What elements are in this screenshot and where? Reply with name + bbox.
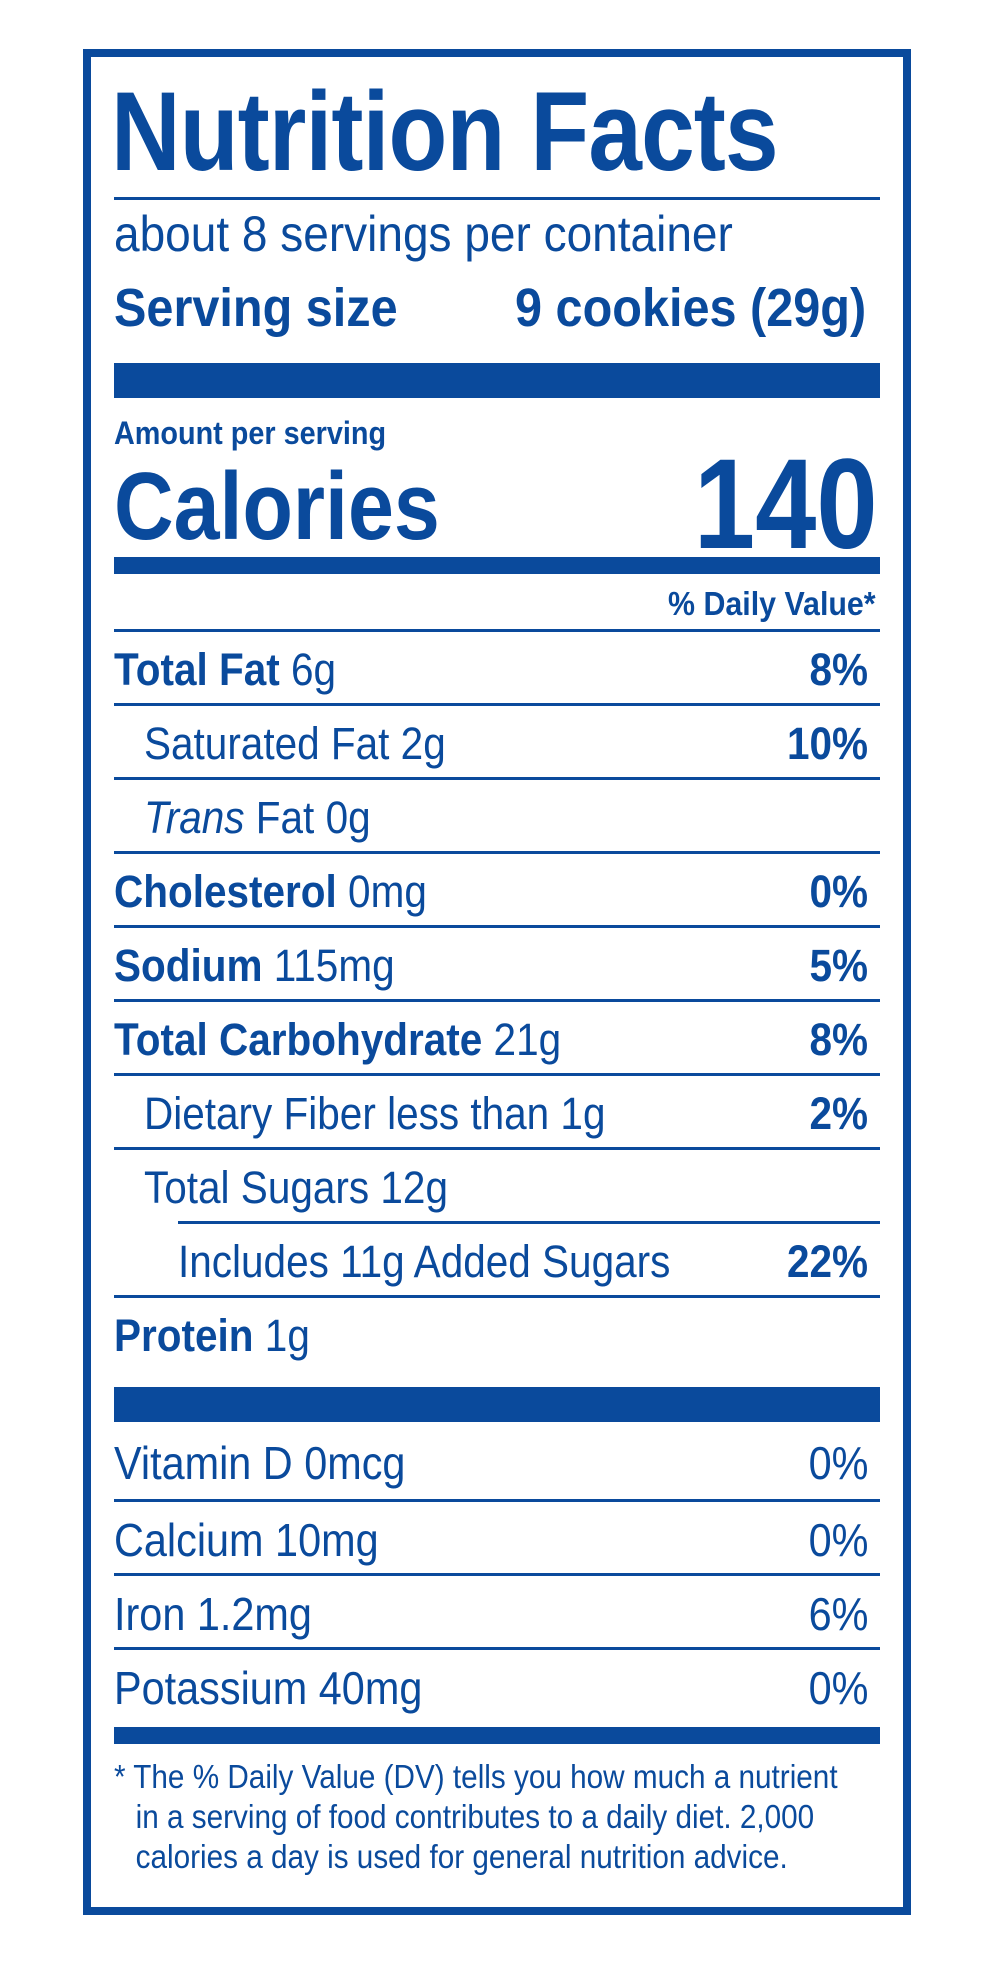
nutrient-dv: 8% xyxy=(809,1014,868,1065)
row-divider xyxy=(114,1647,880,1650)
row-divider xyxy=(178,1221,880,1224)
nutrient-label: Protein 1g xyxy=(114,1310,310,1362)
nutrient-amount: 1g xyxy=(264,1310,310,1361)
row-divider xyxy=(114,777,880,780)
nutrient-label: Total Carbohydrate 21g xyxy=(114,1014,561,1066)
nutrient-amount: 12g xyxy=(380,1162,448,1213)
nutrient-label: Saturated Fat 2g xyxy=(144,718,446,770)
nutrient-dv: 0% xyxy=(808,1514,868,1566)
nutrient-name: Includes 11g Added Sugars xyxy=(178,1236,671,1287)
label-title: Nutrition Facts xyxy=(111,69,779,194)
nutrient-name: Protein xyxy=(114,1310,254,1361)
amount-per-serving: Amount per serving xyxy=(114,415,387,451)
nutrient-amount: 0g xyxy=(325,792,371,843)
row-divider xyxy=(114,703,880,706)
nutrient-label: Vitamin D 0mcg xyxy=(114,1436,405,1490)
nutrient-dv: 6% xyxy=(808,1588,868,1640)
thick-divider-vitamins xyxy=(114,1387,880,1422)
nutrient-name: Dietary Fiber xyxy=(144,1088,376,1139)
nutrient-label: Calcium 10mg xyxy=(114,1513,379,1567)
nutrient-label: Sodium 115mg xyxy=(114,940,395,992)
nutrient-label: Cholesterol 0mg xyxy=(114,866,427,918)
nutrition-facts-label: Nutrition Facts about 8 servings per con… xyxy=(83,49,911,1915)
nutrient-name: Potassium xyxy=(114,1662,308,1714)
nutrient-dv: 5% xyxy=(809,940,868,991)
nutrient-row-protein: Protein 1g xyxy=(114,1298,880,1372)
footnote-line: calories a day is used for general nutri… xyxy=(135,1838,788,1875)
nutrient-name-italic: Trans xyxy=(144,792,245,843)
nutrient-amount: 1.2mg xyxy=(196,1588,312,1640)
nutrient-name: Total Carbohydrate xyxy=(114,1014,483,1065)
nutrient-name: Cholesterol xyxy=(114,866,337,917)
row-divider xyxy=(114,999,880,1002)
vitamin-row-iron: Iron 1.2mg 6% xyxy=(114,1576,880,1650)
nutrient-label: Dietary Fiber less than 1g xyxy=(144,1088,605,1140)
nutrient-row-total-carbohydrate: Total Carbohydrate 21g 8% xyxy=(114,1002,880,1076)
calories-divider xyxy=(114,557,880,574)
nutrient-row-total-sugars: Total Sugars 12g xyxy=(114,1150,880,1224)
row-divider xyxy=(114,1295,880,1298)
nutrient-row-dietary-fiber: Dietary Fiber less than 1g 2% xyxy=(114,1076,880,1150)
nutrient-amount: 6g xyxy=(291,644,337,695)
nutrient-amount: 21g xyxy=(493,1014,562,1065)
nutrient-name: Vitamin D xyxy=(114,1437,293,1489)
nutrient-label: Trans Fat 0g xyxy=(144,792,371,844)
nutrient-label: Total Fat 6g xyxy=(114,644,336,696)
footnote-divider xyxy=(114,1727,880,1744)
row-divider xyxy=(114,1499,880,1502)
nutrient-amount: 2g xyxy=(400,718,446,769)
row-divider xyxy=(114,925,880,928)
nutrient-row-trans-fat: Trans Fat 0g xyxy=(114,780,880,854)
nutrient-dv: 0% xyxy=(808,1437,868,1489)
vitamin-row-vitamin-d: Vitamin D 0mcg 0% xyxy=(114,1422,880,1502)
nutrient-dv: 0% xyxy=(809,866,868,917)
footnote: * The % Daily Value (DV) tells you how m… xyxy=(114,1757,880,1877)
nutrient-amount: 0mcg xyxy=(304,1437,406,1489)
footnote-line: in a serving of food contributes to a da… xyxy=(135,1798,815,1835)
nutrient-amount: 10mg xyxy=(275,1514,379,1566)
nutrient-dv: 22% xyxy=(786,1236,868,1287)
nutrient-name: Iron xyxy=(114,1588,186,1640)
vitamin-row-potassium: Potassium 40mg 0% xyxy=(114,1650,880,1724)
nutrient-row-cholesterol: Cholesterol 0mg 0% xyxy=(114,854,880,928)
nutrient-amount: less than 1g xyxy=(387,1088,606,1139)
serving-size-value: 9 cookies (29g) xyxy=(514,278,866,338)
title-divider xyxy=(114,197,880,200)
nutrient-dv: 8% xyxy=(809,644,868,695)
nutrient-name: Total Sugars xyxy=(144,1162,370,1213)
nutrient-label: Potassium 40mg xyxy=(114,1661,422,1715)
nutrient-name: Fat xyxy=(255,792,315,843)
nutrient-row-added-sugars: Includes 11g Added Sugars 22% xyxy=(114,1224,880,1298)
row-divider xyxy=(114,1147,880,1150)
nutrient-name: Total Fat xyxy=(114,644,280,695)
calories-value: 140 xyxy=(694,433,878,576)
nutrient-amount: 115mg xyxy=(273,940,395,991)
nutrient-name: Saturated Fat xyxy=(144,718,390,769)
nutrient-label: Iron 1.2mg xyxy=(114,1587,312,1641)
daily-value-header: % Daily Value* xyxy=(668,585,876,622)
nutrient-dv: 0% xyxy=(808,1662,868,1714)
nutrient-row-sodium: Sodium 115mg 5% xyxy=(114,928,880,1002)
nutrient-name: Sodium xyxy=(114,940,263,991)
row-divider xyxy=(114,851,880,854)
calories-label: Calories xyxy=(114,453,440,560)
row-divider xyxy=(114,1573,880,1576)
nutrient-label: Total Sugars 12g xyxy=(144,1162,448,1214)
nutrient-label: Includes 11g Added Sugars xyxy=(178,1236,670,1288)
nutrient-name: Calcium xyxy=(114,1514,264,1566)
nutrient-amount: 40mg xyxy=(318,1662,423,1714)
dv-header-divider xyxy=(114,629,880,632)
nutrient-amount: 0mg xyxy=(348,866,427,917)
serving-size-label: Serving size xyxy=(114,278,398,338)
nutrient-dv: 10% xyxy=(786,718,868,769)
nutrient-dv: 2% xyxy=(809,1088,868,1139)
thick-divider-top xyxy=(114,363,880,398)
nutrient-row-saturated-fat: Saturated Fat 2g 10% xyxy=(114,706,880,780)
servings-per-container: about 8 servings per container xyxy=(114,206,733,262)
nutrient-row-total-fat: Total Fat 6g 8% xyxy=(114,632,880,706)
row-divider xyxy=(114,1073,880,1076)
footnote-line: * The % Daily Value (DV) tells you how m… xyxy=(114,1758,838,1795)
vitamin-row-calcium: Calcium 10mg 0% xyxy=(114,1502,880,1576)
